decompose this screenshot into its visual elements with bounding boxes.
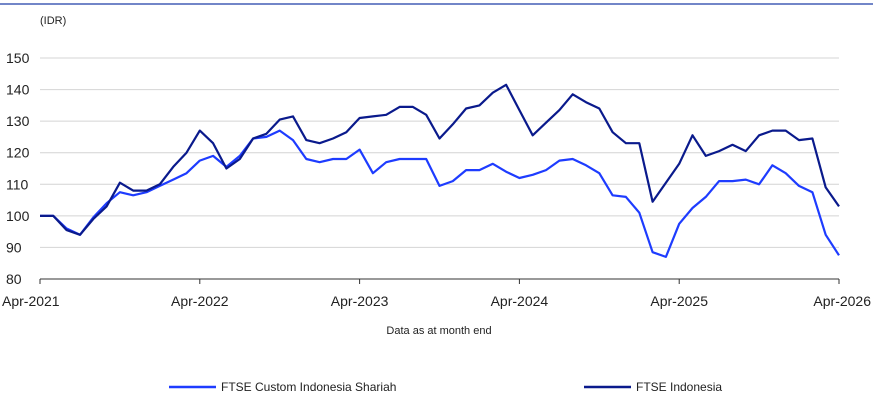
legend: FTSE Custom Indonesia Shariah FTSE Indon… xyxy=(169,380,722,394)
legend-label-ftse-indonesia: FTSE Indonesia xyxy=(636,380,722,394)
y-tick-label: 150 xyxy=(6,50,30,66)
y-tick-label: 110 xyxy=(6,176,29,192)
y-axis-tick-labels: 80 90 100 110 120 130 140 150 xyxy=(6,50,30,287)
x-tick-label: Apr-2024 xyxy=(491,293,549,309)
y-tick-label: 90 xyxy=(6,239,22,255)
x-tick-label: Apr-2026 xyxy=(813,293,871,309)
x-axis-label: Data as at month end xyxy=(386,325,491,337)
series-line-ftse-indonesia xyxy=(40,83,840,236)
series-line-shariah xyxy=(40,129,840,258)
legend-label-shariah: FTSE Custom Indonesia Shariah xyxy=(221,380,396,394)
x-tick-label: Apr-2022 xyxy=(171,293,229,309)
y-tick-label: 80 xyxy=(6,271,22,287)
x-tick-label: Apr-2025 xyxy=(650,293,708,309)
y-tick-label: 100 xyxy=(6,208,30,224)
y-tick-label: 130 xyxy=(6,113,30,129)
y-tick-label: 120 xyxy=(6,145,30,161)
x-axis-ticks: Apr-2021 Apr-2022 Apr-2023 Apr-2024 Apr-2025… xyxy=(2,279,871,309)
gridlines xyxy=(40,57,839,248)
y-tick-label: 140 xyxy=(6,82,30,98)
x-tick-label: Apr-2021 xyxy=(2,293,60,309)
series-lines xyxy=(40,83,840,258)
x-tick-label: Apr-2023 xyxy=(331,293,389,309)
y-axis-unit-label: (IDR) xyxy=(40,15,66,27)
